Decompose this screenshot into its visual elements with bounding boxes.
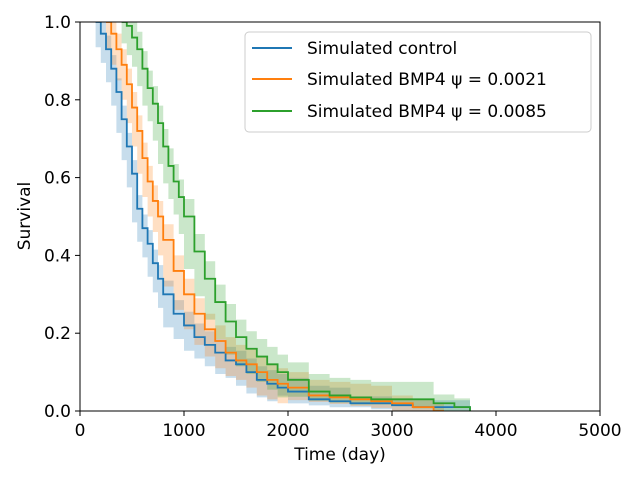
y-tick-label: 0.4 [44,246,71,266]
y-tick-label: 0.2 [44,324,71,344]
survival-line-0 [95,22,471,411]
confidence-band-1 [106,22,444,411]
legend-label-bmp4-low: Simulated BMP4 ψ = 0.0021 [307,70,547,90]
y-tick-label: 1.0 [44,13,71,33]
y-axis-label: Survival [15,182,35,251]
x-tick-label: 1000 [162,421,205,441]
confidence-bands [95,22,470,411]
legend-label-control: Simulated control [307,39,457,59]
x-tick-label: 0 [75,421,86,441]
legend-label-bmp4-high: Simulated BMP4 ψ = 0.0085 [307,102,547,122]
x-axis-ticks: 0 1000 2000 3000 4000 5000 [75,411,622,441]
legend: Simulated control Simulated BMP4 ψ = 0.0… [244,31,592,133]
survival-curves [95,22,471,411]
legend-box [244,31,592,133]
y-axis-ticks: 0.0 0.2 0.4 0.6 0.8 1.0 [44,13,80,422]
y-tick-label: 0.6 [44,169,71,189]
confidence-band-2 [121,22,470,411]
plot-frame [79,21,601,412]
x-tick-label: 4000 [474,421,517,441]
x-tick-label: 3000 [370,421,413,441]
x-tick-label: 2000 [266,421,309,441]
survival-line-1 [106,22,444,411]
y-tick-label: 0.8 [44,91,71,111]
confidence-band-0 [95,22,470,411]
survival-line-2 [121,22,471,411]
x-axis-label: Time (day) [293,445,386,465]
y-tick-label: 0.0 [44,402,71,422]
x-tick-label: 5000 [578,421,621,441]
